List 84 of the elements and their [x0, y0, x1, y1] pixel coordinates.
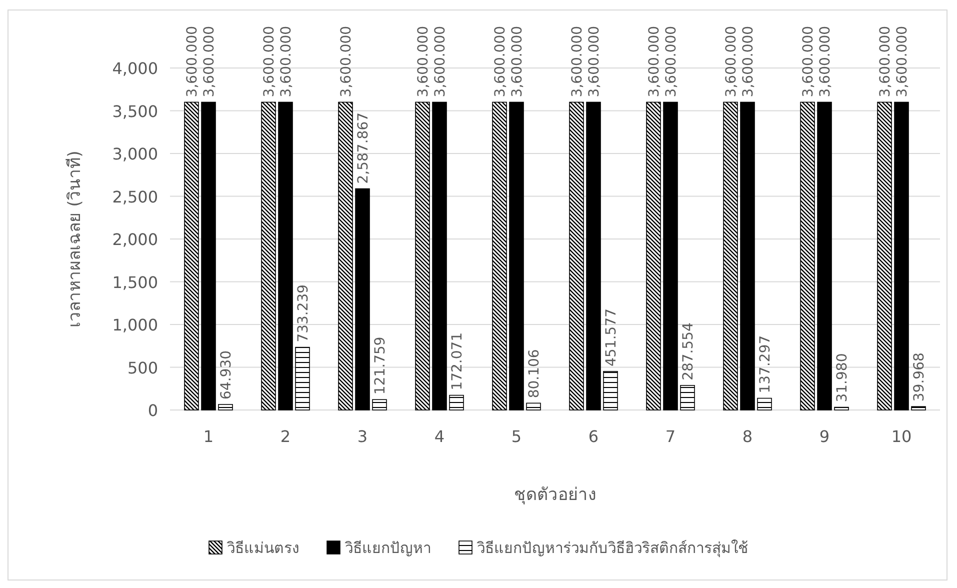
bar [569, 102, 584, 410]
bar [680, 385, 695, 410]
data-label: 3,600.000 [724, 26, 740, 98]
bar [415, 102, 430, 410]
data-label: 80.106 [526, 349, 542, 398]
data-label: 2,587.867 [356, 112, 372, 184]
x-tick-label: 5 [511, 427, 522, 446]
legend-label: วิธีแยกปัญหา [344, 539, 431, 557]
data-label: 3,600.000 [184, 26, 200, 98]
bar [338, 102, 353, 410]
bar [278, 102, 293, 410]
bar [295, 346, 310, 410]
bar [492, 102, 507, 410]
data-label: 451.577 [604, 308, 620, 366]
data-label: 287.554 [680, 322, 696, 380]
data-label: 733.239 [296, 284, 312, 342]
y-tick-label: 2,000 [112, 230, 158, 249]
y-tick-label: 1,000 [112, 316, 158, 334]
data-label: 3,600.000 [492, 26, 508, 98]
data-label: 3,600.000 [878, 26, 894, 98]
bar [261, 102, 276, 410]
y-tick-label: 1,500 [112, 272, 158, 292]
x-tick-label: 1 [203, 427, 214, 446]
bar [184, 102, 199, 410]
bar [740, 102, 755, 410]
bar [509, 102, 524, 410]
bar [355, 188, 370, 410]
data-label: 3,600.000 [262, 26, 278, 98]
x-tick-label: 3 [357, 427, 368, 446]
bar [723, 102, 738, 410]
bar [449, 394, 464, 410]
data-label: 3,600.000 [818, 26, 834, 98]
data-label: 3,600.000 [510, 26, 526, 98]
bar [817, 102, 832, 410]
bar [757, 398, 772, 410]
data-label: 3,600.000 [416, 26, 432, 98]
bar [834, 406, 849, 410]
bar [432, 102, 447, 410]
data-label: 39.968 [912, 352, 928, 402]
data-label: 172.071 [450, 332, 466, 390]
data-label: 3,600.000 [432, 26, 448, 98]
data-label: 3,600.000 [664, 26, 680, 98]
data-label: 3,600.000 [586, 26, 602, 98]
y-tick-label: 3,000 [112, 144, 158, 164]
y-tick-label: 500 [127, 358, 158, 378]
data-label: 121.759 [372, 336, 388, 395]
bar [586, 102, 601, 410]
data-label: 3,600.000 [800, 26, 816, 98]
y-tick-label: 4,000 [112, 59, 158, 78]
data-label: 137.297 [758, 335, 774, 394]
x-tick-label: 4 [434, 427, 445, 446]
data-label: 3,600.000 [338, 26, 354, 98]
y-tick-label: 0 [148, 401, 158, 420]
legend-label: วิธีแยกปัญหาร่วมกับวิธีฮิวริสติกส์การสุ่มใช้ [476, 539, 748, 558]
y-tick-label: 3,500 [112, 102, 158, 121]
x-axis-title: ชุดตัวอย่าง [514, 485, 596, 505]
x-tick-label: 6 [588, 427, 599, 446]
bar [646, 102, 661, 410]
x-tick-label: 2 [280, 427, 291, 446]
bar [218, 404, 233, 410]
x-tick-label: 8 [742, 427, 753, 446]
data-label: 3,600.000 [570, 26, 586, 98]
data-label: 3,600.000 [740, 26, 756, 98]
bar [911, 406, 926, 410]
data-label: 31.980 [834, 353, 850, 402]
data-label: 64.930 [218, 350, 234, 400]
legend-label: วิธีแม่นตรง [226, 539, 299, 557]
x-tick-label: 10 [891, 427, 912, 446]
bar [603, 370, 618, 410]
bar [526, 402, 541, 410]
bar [201, 102, 216, 410]
x-tick-label: 7 [665, 427, 676, 446]
data-label: 3,600.000 [646, 26, 662, 98]
y-tick-label: 2,500 [112, 187, 158, 206]
data-label: 3,600.000 [278, 26, 294, 98]
bar [663, 102, 678, 410]
x-tick-label: 9 [819, 427, 830, 446]
data-label: 3,600.000 [202, 26, 218, 98]
bar [894, 102, 909, 410]
bar [877, 102, 892, 410]
data-label: 3,600.000 [894, 26, 910, 98]
y-axis-title: เวลาหาผลเฉลย (วินาที) [65, 150, 85, 328]
bar [372, 399, 387, 410]
bar [800, 102, 815, 410]
